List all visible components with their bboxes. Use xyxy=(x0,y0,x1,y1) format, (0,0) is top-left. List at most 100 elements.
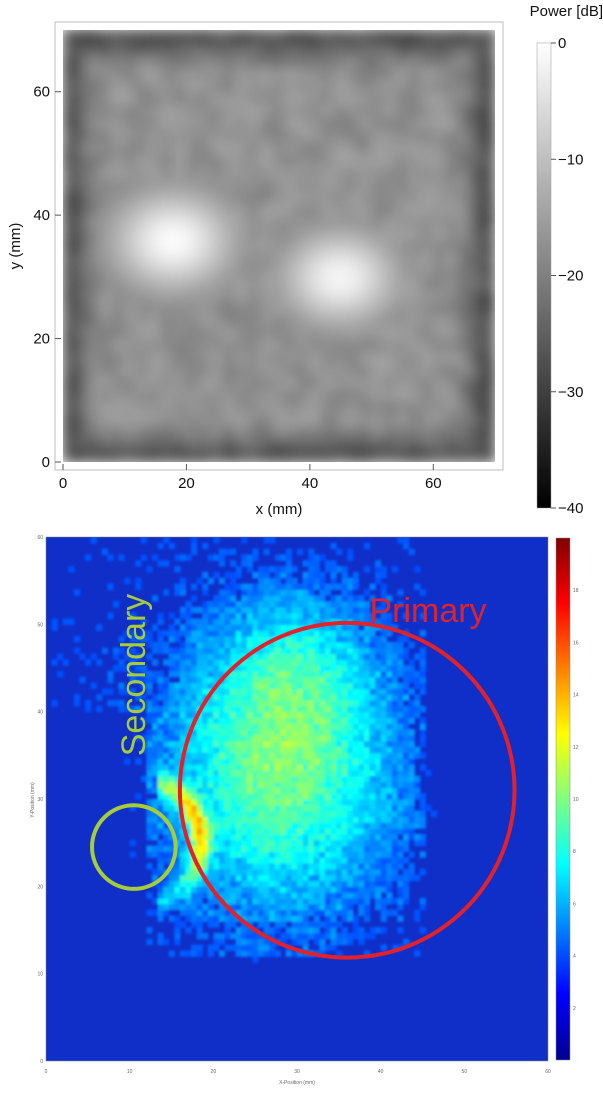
top-heatmap-cell xyxy=(271,201,287,217)
top-heatmap-cell xyxy=(234,78,250,93)
top-heatmap-cell xyxy=(123,411,139,426)
bottom-heatmap-cell xyxy=(347,839,354,847)
bottom-y-tick-label: 50 xyxy=(37,622,43,628)
bottom-heatmap-cell xyxy=(185,618,192,625)
bottom-heatmap-cell xyxy=(174,630,181,637)
bottom-heatmap-cell xyxy=(313,746,320,754)
bottom-heatmap-cell xyxy=(246,822,253,829)
bottom-heatmap-cell xyxy=(129,804,136,812)
top-heatmap-cell xyxy=(432,78,447,93)
bottom-heatmap-cell xyxy=(218,868,226,876)
bottom-heatmap-cell xyxy=(224,688,231,695)
top-heatmap-cell xyxy=(444,411,459,426)
bottom-heatmap-cell xyxy=(246,775,253,783)
top-heatmap-cell xyxy=(160,53,176,69)
bottom-heatmap-cell xyxy=(319,612,326,620)
top-heatmap-cell xyxy=(308,399,324,414)
bottom-heatmap-cell xyxy=(213,717,220,724)
bottom-heatmap-cell xyxy=(369,676,376,684)
bottom-heatmap-cell xyxy=(241,851,248,858)
top-heatmap-cell xyxy=(86,362,102,377)
bottom-heatmap-cell xyxy=(196,793,203,800)
top-heatmap-cell xyxy=(333,325,348,340)
bottom-heatmap-cell xyxy=(163,659,170,666)
top-heatmap-cell xyxy=(284,386,299,402)
bottom-heatmap-cell xyxy=(218,746,226,754)
top-heatmap-cell xyxy=(86,275,102,291)
bottom-heatmap-cell xyxy=(280,752,287,759)
bottom-heatmap-cell xyxy=(302,944,309,951)
bottom-heatmap-cell xyxy=(313,764,320,771)
top-heatmap-cell xyxy=(63,78,77,93)
top-heatmap-cell xyxy=(74,448,89,462)
bottom-heatmap-cell xyxy=(230,670,237,678)
bottom-heatmap-cell xyxy=(263,676,270,684)
bottom-heatmap-cell xyxy=(179,589,187,596)
top-heatmap-cell xyxy=(111,127,126,143)
bottom-heatmap-cells xyxy=(51,537,438,963)
bottom-heatmap-cell xyxy=(280,839,287,847)
bottom-heatmap-cell xyxy=(313,793,320,800)
bottom-heatmap-cell xyxy=(319,618,326,625)
bottom-heatmap-cell xyxy=(263,571,270,579)
bottom-heatmap-cell xyxy=(319,845,326,852)
top-heatmap-cell xyxy=(111,103,126,118)
primary-region-circle xyxy=(177,620,517,960)
top-heatmap-cell xyxy=(333,41,348,56)
bottom-heatmap-cell xyxy=(297,764,304,771)
bottom-heatmap-cell xyxy=(185,694,192,701)
bottom-heatmap-cell xyxy=(218,694,226,701)
top-heatmap-cell xyxy=(123,164,139,180)
bottom-heatmap-cell xyxy=(246,694,253,701)
bottom-heatmap-cell xyxy=(224,822,231,829)
bottom-heatmap-cell xyxy=(196,903,203,911)
bottom-heatmap-cell xyxy=(341,746,348,754)
bottom-heatmap-cell xyxy=(257,833,265,841)
bottom-heatmap-cell xyxy=(252,717,259,724)
top-heatmap-cell xyxy=(173,53,188,69)
top-heatmap-cell xyxy=(407,362,422,377)
bottom-heatmap-cell xyxy=(369,612,376,620)
bottom-heatmap-cell xyxy=(257,822,265,829)
bottom-heatmap-cell xyxy=(380,682,387,689)
bottom-heatmap-cell xyxy=(297,892,304,899)
bottom-heatmap-cell xyxy=(207,723,214,730)
top-heatmap-cell xyxy=(321,66,336,81)
bottom-heatmap-cell xyxy=(202,781,209,788)
bottom-heatmap-cell xyxy=(224,589,231,596)
bottom-heatmap-cell xyxy=(185,857,192,864)
top-heatmap-cell xyxy=(234,300,250,315)
bottom-heatmap-cell xyxy=(213,694,220,701)
bottom-heatmap-cell xyxy=(297,927,304,934)
bottom-heatmap-cell xyxy=(157,705,164,713)
bottom-heatmap-cell xyxy=(297,612,304,620)
top-heatmap-cell xyxy=(308,226,324,241)
top-heatmap-cell xyxy=(99,362,114,377)
top-heatmap-cell xyxy=(456,275,472,291)
top-heatmap-cell xyxy=(321,214,336,229)
bottom-heatmap-cell xyxy=(179,630,187,637)
bottom-heatmap-cell xyxy=(191,758,198,765)
bottom-heatmap-cell xyxy=(269,566,276,573)
bottom-heatmap-cell xyxy=(269,665,276,672)
top-heatmap-cell xyxy=(222,325,237,340)
bottom-heatmap-cell xyxy=(151,647,159,655)
bottom-heatmap-cell xyxy=(358,793,365,800)
top-heatmap-cell xyxy=(358,436,373,451)
bottom-heatmap-cell xyxy=(129,676,136,684)
bottom-heatmap-cell xyxy=(324,676,332,684)
top-heatmap-cell xyxy=(173,288,188,303)
top-heatmap-cell xyxy=(481,362,495,377)
bottom-heatmap-cell xyxy=(179,700,187,707)
top-heatmap-cell xyxy=(173,436,188,451)
bottom-heatmap-cell xyxy=(291,799,298,806)
bottom-heatmap-cell xyxy=(174,903,181,911)
bottom-heatmap-cell xyxy=(324,717,332,724)
bottom-heatmap-cell xyxy=(308,583,315,590)
bottom-heatmap-cell xyxy=(308,787,315,794)
bottom-heatmap-cell xyxy=(230,595,237,602)
bottom-heatmap-cell xyxy=(291,892,298,899)
bottom-heatmap-cell xyxy=(174,589,181,596)
bottom-heatmap-cell xyxy=(375,606,382,614)
bottom-heatmap-cell xyxy=(174,921,181,928)
